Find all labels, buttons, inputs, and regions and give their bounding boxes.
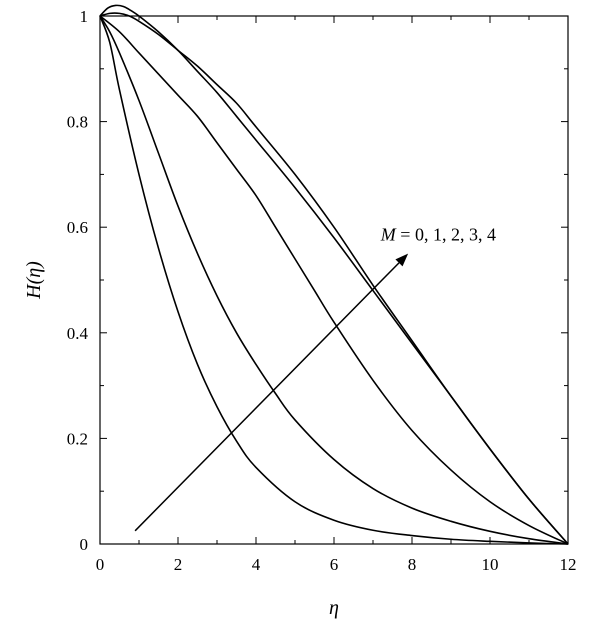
y-tick-label: 0.2 — [67, 429, 88, 448]
y-axis-label: H(η) — [23, 261, 45, 300]
y-tick-label: 0 — [80, 535, 89, 554]
y-axis-ticks: 0 0.2 0.4 0.6 0.8 1 — [67, 7, 568, 554]
x-tick-label: 10 — [482, 555, 499, 574]
x-tick-label: 0 — [96, 555, 105, 574]
series-line-3 — [100, 13, 568, 544]
y-tick-label: 0.4 — [67, 324, 89, 343]
x-axis-ticks: 0 2 4 6 8 10 12 — [96, 16, 577, 574]
annotation: M = 0, 1, 2, 3, 4 — [135, 224, 496, 530]
y-tick-label: 0.8 — [67, 113, 88, 132]
y-tick-label: 1 — [80, 7, 89, 26]
x-tick-label: 2 — [174, 555, 183, 574]
x-tick-label: 4 — [252, 555, 261, 574]
series-line-1 — [100, 16, 568, 544]
x-tick-label: 6 — [330, 555, 339, 574]
x-axis-label: η — [329, 597, 339, 619]
annotation-label: M = 0, 1, 2, 3, 4 — [380, 224, 496, 244]
annotation-values: = 0, 1, 2, 3, 4 — [396, 224, 496, 244]
x-tick-label: 8 — [408, 555, 417, 574]
series-line-0 — [100, 16, 568, 544]
annotation-variable: M — [380, 224, 397, 244]
x-tick-label: 12 — [560, 555, 577, 574]
plot-frame — [100, 16, 568, 544]
y-tick-label: 0.6 — [67, 218, 88, 237]
series-line-2 — [100, 16, 568, 544]
series-curves — [100, 5, 568, 544]
